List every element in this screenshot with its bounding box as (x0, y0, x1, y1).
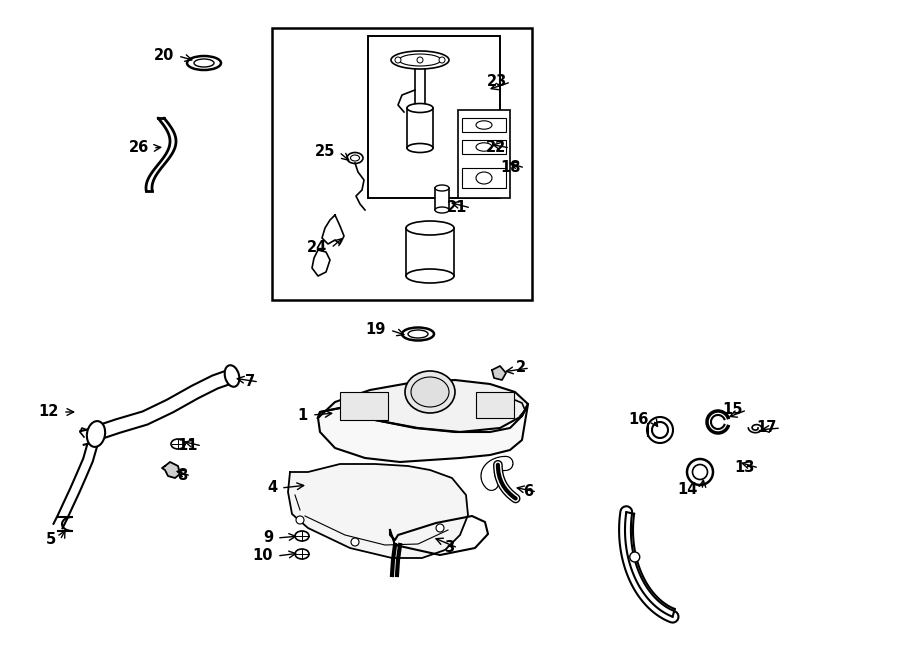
Ellipse shape (405, 371, 455, 413)
Text: 3: 3 (444, 541, 454, 555)
Ellipse shape (476, 143, 492, 151)
Circle shape (439, 57, 445, 63)
Ellipse shape (692, 465, 707, 479)
Text: 13: 13 (734, 461, 755, 475)
Text: 14: 14 (678, 483, 698, 498)
Text: 19: 19 (365, 323, 386, 338)
Text: 1: 1 (298, 407, 308, 422)
Ellipse shape (687, 459, 713, 485)
Bar (462, 140, 506, 154)
Circle shape (630, 552, 640, 562)
Text: 21: 21 (446, 200, 467, 215)
Ellipse shape (391, 51, 449, 69)
Ellipse shape (347, 153, 363, 163)
Bar (407, 108, 433, 148)
Polygon shape (318, 380, 528, 432)
Ellipse shape (171, 439, 185, 449)
Text: 7: 7 (245, 375, 255, 389)
Text: 5: 5 (46, 533, 56, 547)
Ellipse shape (187, 56, 221, 70)
Text: 25: 25 (315, 145, 335, 159)
Polygon shape (492, 366, 506, 380)
Ellipse shape (476, 172, 492, 184)
Bar (368, 36, 500, 198)
Ellipse shape (406, 269, 454, 283)
Text: 11: 11 (177, 438, 198, 453)
Text: 8: 8 (176, 469, 187, 483)
Bar (340, 392, 388, 420)
Polygon shape (318, 404, 528, 462)
Ellipse shape (194, 59, 214, 67)
Circle shape (296, 516, 304, 524)
Text: 9: 9 (263, 531, 273, 545)
Text: 10: 10 (253, 549, 273, 563)
Text: 15: 15 (723, 403, 743, 418)
Ellipse shape (225, 366, 239, 387)
Ellipse shape (407, 104, 433, 112)
Ellipse shape (407, 143, 433, 153)
Text: 16: 16 (628, 412, 649, 428)
Bar (476, 392, 514, 418)
Ellipse shape (399, 54, 441, 66)
Polygon shape (288, 464, 468, 558)
Text: 20: 20 (154, 48, 174, 63)
Ellipse shape (87, 421, 105, 447)
Text: 26: 26 (129, 141, 149, 155)
Ellipse shape (295, 549, 309, 559)
Circle shape (351, 538, 359, 546)
Text: 18: 18 (500, 161, 521, 176)
Polygon shape (80, 369, 234, 445)
Text: 24: 24 (307, 241, 327, 256)
Text: 22: 22 (486, 141, 506, 155)
Ellipse shape (435, 185, 449, 191)
Polygon shape (53, 445, 97, 528)
Circle shape (436, 524, 444, 532)
Bar (272, 28, 532, 300)
Ellipse shape (476, 121, 492, 129)
Bar (435, 188, 449, 210)
Circle shape (417, 57, 423, 63)
Text: 2: 2 (516, 360, 526, 375)
Ellipse shape (350, 155, 359, 161)
Circle shape (395, 57, 401, 63)
Bar (458, 110, 510, 198)
Ellipse shape (406, 221, 454, 235)
Bar (462, 168, 506, 188)
Text: 12: 12 (39, 405, 59, 420)
Ellipse shape (402, 327, 434, 340)
Bar (406, 228, 454, 276)
Ellipse shape (435, 207, 449, 213)
Bar (462, 118, 506, 132)
Text: 6: 6 (523, 485, 533, 500)
Text: 4: 4 (267, 481, 277, 496)
Ellipse shape (411, 377, 449, 407)
Text: 17: 17 (757, 420, 777, 436)
Ellipse shape (408, 330, 428, 338)
Ellipse shape (295, 531, 309, 541)
Polygon shape (162, 462, 180, 478)
Text: 23: 23 (487, 75, 507, 89)
